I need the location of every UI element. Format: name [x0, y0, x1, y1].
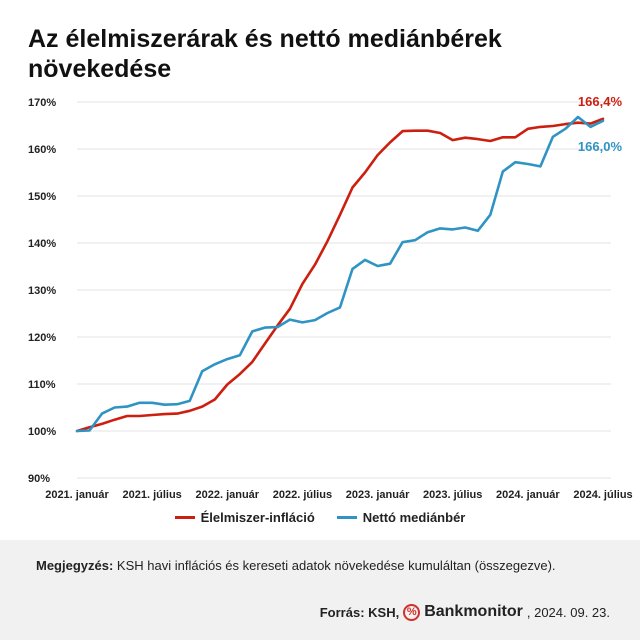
footnote-text: KSH havi inflációs és kereseti adatok nö… [113, 558, 556, 573]
y-tick-label: 170% [28, 97, 56, 109]
source-line: Forrás: KSH, % Bankmonitor, 2024. 09. 23… [320, 603, 610, 621]
axes: 90% 100% 110% 120% 130% 140% 150% 160% 170% 2021.… [28, 97, 633, 501]
series-line-wage [75, 115, 605, 433]
series-line-food [75, 117, 605, 433]
footer [0, 540, 640, 640]
source-date: , 2024. 09. 23. [526, 604, 610, 620]
y-tick-label: 160% [28, 144, 56, 156]
legend-item-wage: Nettó mediánbér [336, 510, 466, 525]
y-tick-label: 120% [28, 332, 56, 344]
legend: Élelmiszer-infláció Nettó mediánbér [0, 510, 640, 525]
legend-label-food: Élelmiszer-infláció [200, 510, 315, 525]
line-chart: 90% 100% 110% 120% 130% 140% 150% 160% 170% 2021.… [28, 94, 633, 501]
brand-name: Bankmonitor [424, 603, 523, 620]
end-label-food: 166,4% [578, 94, 623, 109]
footnote-label: Megjegyzés: [36, 558, 114, 573]
end-label-wage: 166,0% [578, 139, 623, 154]
series-lines [75, 115, 605, 433]
y-tick-label: 130% [28, 285, 56, 297]
x-tick-label: 2022. január [195, 489, 259, 501]
chart-title: Az élelmiszerárak és nettó mediánbérek n… [28, 25, 502, 83]
x-tick-label: 2021. július [122, 489, 181, 501]
source-label: Forrás: KSH, [319, 604, 400, 620]
legend-swatch-wage [336, 516, 357, 519]
x-tick-label: 2022. július [273, 489, 332, 501]
legend-item-food: Élelmiszer-infláció [174, 510, 315, 525]
y-tick-label: 90% [28, 473, 50, 485]
x-tick-label: 2023. július [423, 489, 482, 501]
legend-swatch-food [174, 516, 195, 519]
end-labels: 166,4% 166,0% [578, 94, 623, 154]
footnote: Megjegyzés: KSH havi inflációs és kerese… [36, 558, 556, 573]
gridlines [77, 101, 611, 479]
y-tick-label: 140% [28, 238, 56, 250]
x-tick-label: 2021. január [45, 489, 109, 501]
y-tick-label: 100% [28, 426, 56, 438]
bankmonitor-logo-icon: % [403, 603, 421, 621]
x-tick-label: 2023. január [346, 489, 410, 501]
x-tick-label: 2024. július [573, 489, 632, 501]
x-tick-label: 2024. január [496, 489, 560, 501]
y-tick-label: 150% [28, 191, 56, 203]
y-tick-label: 110% [28, 379, 56, 391]
legend-label-wage: Nettó mediánbér [362, 510, 466, 525]
